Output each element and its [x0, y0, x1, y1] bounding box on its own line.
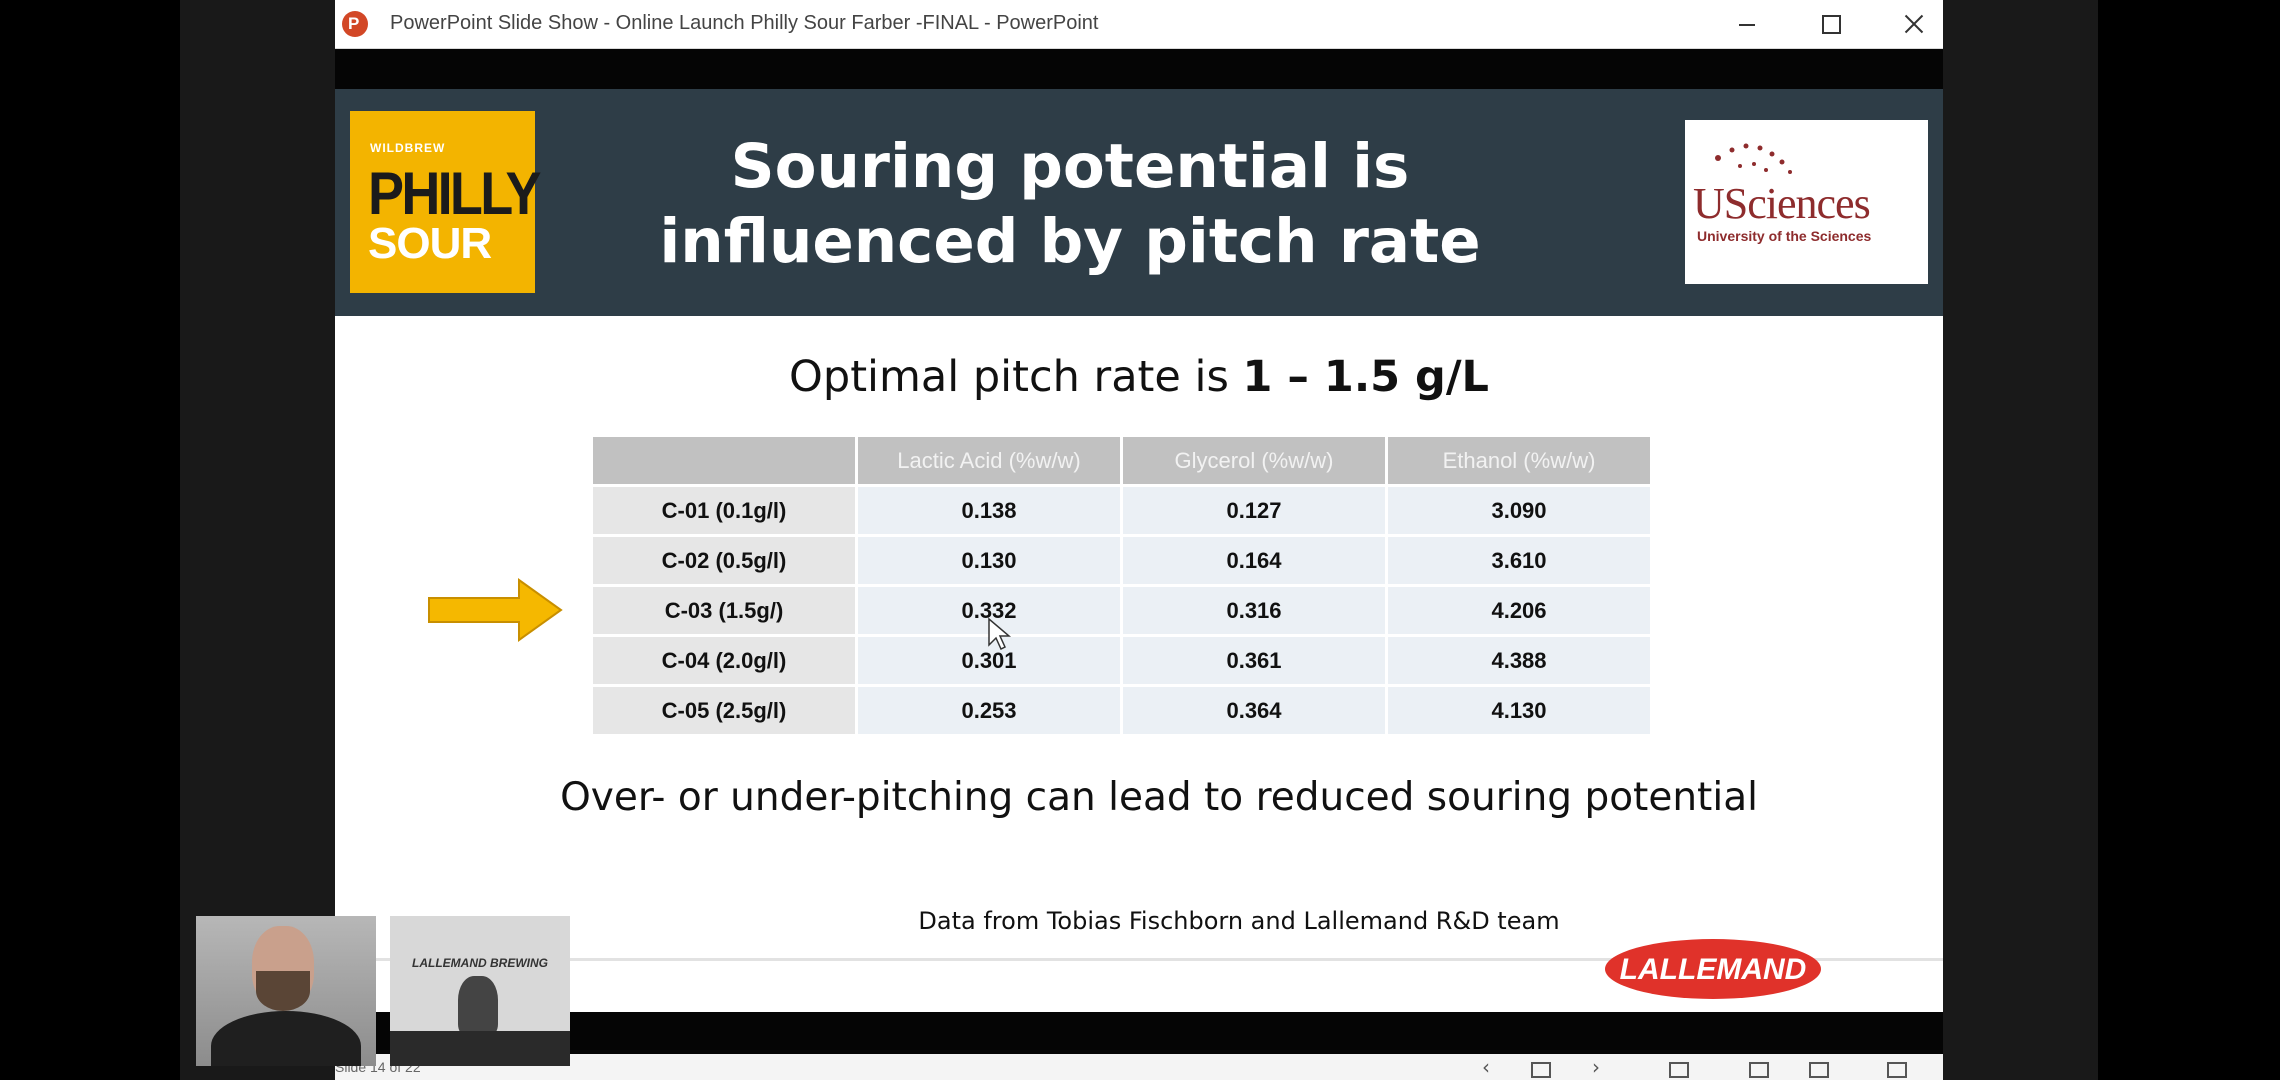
table-cell: 3.610: [1388, 537, 1650, 584]
philly-sour-logo: WILDBREW PHILLY SOUR: [350, 111, 542, 293]
chevron-left-icon[interactable]: ‹: [1482, 1055, 1490, 1079]
chevron-right-icon[interactable]: ›: [1592, 1055, 1600, 1079]
right-letterbox: [1943, 0, 2098, 1080]
slide-header: WILDBREW PHILLY SOUR Souring potential i…: [335, 89, 1943, 316]
slide[interactable]: WILDBREW PHILLY SOUR Souring potential i…: [335, 89, 1943, 1012]
table-row: C-01 (0.1g/l) 0.138 0.127 3.090: [593, 487, 1650, 534]
reading-view-icon[interactable]: [1809, 1062, 1829, 1078]
results-table: Lactic Acid (%w/w) Glycerol (%w/w) Ethan…: [590, 434, 1653, 737]
cam-banner: LALLEMAND BREWING: [412, 956, 548, 970]
powerpoint-icon: P: [342, 11, 368, 37]
title-bar: P PowerPoint Slide Show - Online Launch …: [335, 0, 1943, 49]
minimize-button[interactable]: [1726, 4, 1766, 44]
row-label: C-01 (0.1g/l): [593, 487, 855, 534]
table-cell: 3.090: [1388, 487, 1650, 534]
grid-view-icon[interactable]: [1749, 1062, 1769, 1078]
svg-text:LALLEMAND: LALLEMAND: [1620, 953, 1807, 986]
table-header-cell: Lactic Acid (%w/w): [858, 437, 1120, 484]
slideshow-status-bar: [335, 1054, 1943, 1080]
left-letterbox: [180, 0, 335, 1080]
powerpoint-window: P PowerPoint Slide Show - Online Launch …: [335, 0, 1943, 1080]
table-cell: 0.364: [1123, 687, 1385, 734]
slide-credit: Data from Tobias Fischborn and Lallemand…: [918, 907, 1560, 935]
maximize-button[interactable]: [1810, 4, 1850, 44]
usciences-logo: USciences University of the Sciences: [1685, 120, 1928, 284]
mouse-pointer-icon: [988, 617, 1012, 651]
table-header-row: Lactic Acid (%w/w) Glycerol (%w/w) Ethan…: [593, 437, 1650, 484]
row-label: C-04 (2.0g/l): [593, 637, 855, 684]
close-button[interactable]: [1893, 4, 1933, 44]
arrow-right-icon: [428, 578, 563, 642]
webcam-tile-stage: LALLEMAND BREWING: [390, 916, 570, 1066]
table-cell: 0.316: [1123, 587, 1385, 634]
row-label: C-02 (0.5g/l): [593, 537, 855, 584]
table-header-cell: Glycerol (%w/w): [1123, 437, 1385, 484]
slide-title: Souring potential is influenced by pitch…: [659, 131, 1481, 277]
table-cell: 0.253: [858, 687, 1120, 734]
table-row: C-02 (0.5g/l) 0.130 0.164 3.610: [593, 537, 1650, 584]
table-cell: 4.130: [1388, 687, 1650, 734]
table-cell: 0.164: [1123, 537, 1385, 584]
table-cell: 4.388: [1388, 637, 1650, 684]
footer-divider: [335, 958, 1943, 961]
table-row: C-04 (2.0g/l) 0.301 0.361 4.388: [593, 637, 1650, 684]
table-cell: 0.127: [1123, 487, 1385, 534]
slide-sorter-icon[interactable]: [1531, 1062, 1551, 1078]
normal-view-icon[interactable]: [1669, 1062, 1689, 1078]
slide-subtitle: Optimal pitch rate is 1 – 1.5 g/L: [789, 352, 1489, 402]
slide-note: Over- or under-pitching can lead to redu…: [560, 775, 1758, 820]
webcam-tile-presenter: [196, 916, 376, 1066]
table-cell: 4.206: [1388, 587, 1650, 634]
row-label: C-05 (2.5g/l): [593, 687, 855, 734]
row-label: C-03 (1.5g/): [593, 587, 855, 634]
lallemand-logo: LALLEMAND: [1605, 939, 1821, 999]
table-header-cell: Ethanol (%w/w): [1388, 437, 1650, 484]
table-cell: 0.138: [858, 487, 1120, 534]
table-row: C-05 (2.5g/l) 0.253 0.364 4.130: [593, 687, 1650, 734]
table-header-cell: [593, 437, 855, 484]
dots-graphic: [1715, 143, 1792, 174]
window-title: PowerPoint Slide Show - Online Launch Ph…: [390, 12, 1099, 34]
table-cell: 0.361: [1123, 637, 1385, 684]
table-row: C-03 (1.5g/) 0.332 0.316 4.206: [593, 587, 1650, 634]
table-cell: 0.130: [858, 537, 1120, 584]
slideshow-icon[interactable]: [1887, 1062, 1907, 1078]
